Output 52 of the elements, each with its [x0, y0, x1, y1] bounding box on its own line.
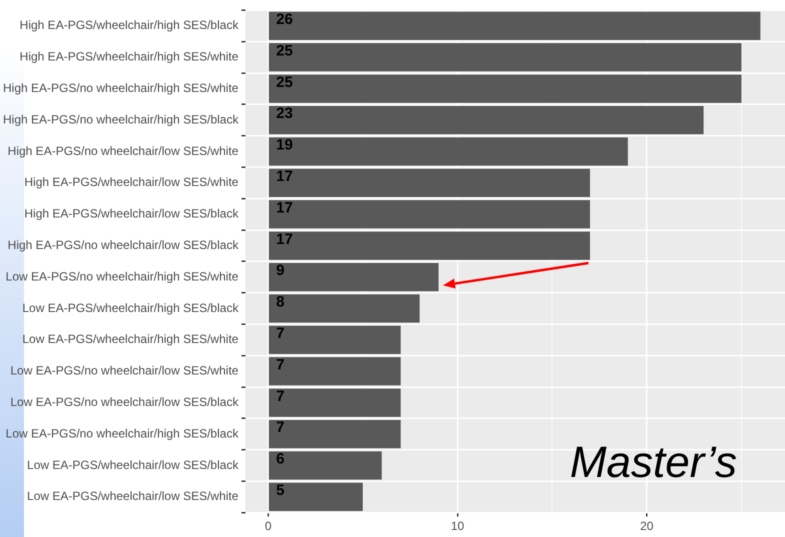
- x-tick-label: 20: [640, 519, 654, 534]
- data-label: 23: [276, 105, 293, 122]
- bar: [268, 262, 439, 292]
- y-tick-label: Low EA-PGS/wheelchair/high SES/black: [22, 300, 240, 315]
- annotation: Master’s: [570, 438, 737, 488]
- data-label: 17: [276, 199, 293, 216]
- y-tick-label: High EA-PGS/no wheelchair/low SES/white: [8, 144, 239, 158]
- y-tick-label: High EA-PGS/no wheelchair/high SES/white: [3, 81, 239, 96]
- bar: [268, 388, 401, 417]
- x-tick-label: 10: [450, 519, 464, 534]
- bar: [268, 43, 742, 72]
- data-label: 7: [276, 356, 285, 374]
- bar: [268, 137, 628, 166]
- bar: [268, 168, 590, 198]
- bar: [268, 451, 382, 480]
- bar: [268, 200, 590, 228]
- y-tick-label: High EA-PGS/no wheelchair/high SES/black: [3, 112, 240, 126]
- data-label: 17: [276, 230, 293, 248]
- y-tick-label: Low EA-PGS/no wheelchair/high SES/white: [6, 269, 239, 284]
- data-label: 5: [276, 482, 285, 500]
- bar: [268, 294, 420, 323]
- x-tick-label: 0: [264, 519, 272, 534]
- data-label: 7: [276, 325, 285, 342]
- data-label: 25: [276, 42, 293, 60]
- data-label: 8: [276, 294, 285, 311]
- bar: [268, 232, 590, 260]
- bar: [268, 326, 401, 354]
- bar: [268, 74, 742, 103]
- y-tick-label: Low EA-PGS/no wheelchair/low SES/white: [10, 364, 239, 378]
- data-label: 17: [276, 168, 293, 186]
- data-label: 7: [276, 419, 285, 436]
- data-label: 26: [276, 11, 293, 28]
- y-tick-label: High EA-PGS/no wheelchair/low SES/black: [8, 238, 240, 252]
- bar: [268, 482, 363, 512]
- y-tick-label: High EA-PGS/wheelchair/low SES/white: [24, 175, 239, 190]
- data-label: 25: [276, 74, 293, 91]
- data-label: 19: [276, 136, 293, 154]
- data-label: 7: [276, 388, 285, 405]
- y-tick-label: Low EA-PGS/no wheelchair/low SES/black: [10, 395, 240, 410]
- bar: [268, 12, 760, 40]
- y-tick-label: High EA-PGS/wheelchair/high SES/black: [20, 18, 240, 32]
- bar: [268, 420, 401, 448]
- bar: [268, 357, 401, 386]
- bar: [268, 106, 704, 134]
- data-label: 6: [276, 450, 285, 468]
- data-label: 9: [276, 262, 285, 280]
- y-tick-label: Low EA-PGS/wheelchair/high SES/white: [22, 332, 239, 346]
- y-tick-label: High EA-PGS/wheelchair/low SES/black: [24, 206, 240, 221]
- y-tick-label: Low EA-PGS/wheelchair/low SES/black: [27, 458, 240, 472]
- y-tick-label: Low EA-PGS/no wheelchair/high SES/black: [6, 426, 240, 440]
- y-tick-label: Low EA-PGS/wheelchair/low SES/white: [27, 489, 239, 504]
- y-tick-label: High EA-PGS/wheelchair/high SES/white: [20, 50, 239, 64]
